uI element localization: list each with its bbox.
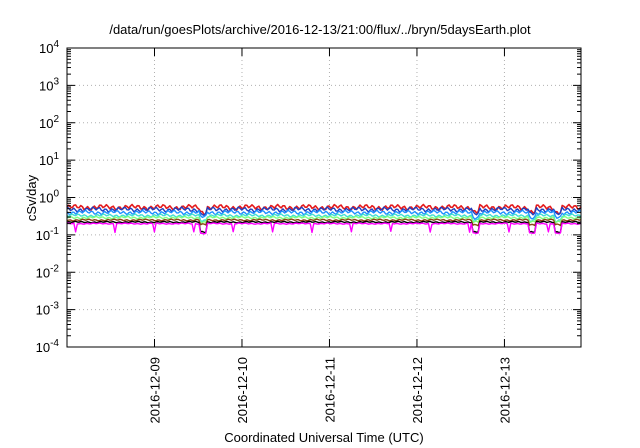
data-series-line <box>66 206 582 217</box>
y-tick-exponent: 1 <box>53 151 59 162</box>
y-tick-label: 10-3 <box>36 301 60 318</box>
y-tick-base: 10 <box>39 78 53 93</box>
y-tick-label: 103 <box>39 76 59 93</box>
x-tick-label: 2016-12-09 <box>147 357 162 424</box>
y-tick-label: 104 <box>39 39 59 56</box>
y-tick-base: 10 <box>36 228 50 243</box>
y-tick-base: 10 <box>36 303 50 318</box>
y-tick-base: 10 <box>39 41 53 56</box>
y-tick-base: 10 <box>39 116 53 131</box>
x-tick-label: 2016-12-10 <box>235 357 250 424</box>
y-tick-label: 10-1 <box>36 226 60 243</box>
y-tick-base: 10 <box>39 191 53 206</box>
chart-title: /data/run/goesPlots/archive/2016-12-13/2… <box>109 22 531 37</box>
y-tick-exponent: -2 <box>50 263 59 274</box>
data-series-line <box>66 209 582 221</box>
x-tick-label: 2016-12-11 <box>322 357 337 423</box>
x-tick-label: 2016-12-12 <box>410 357 425 424</box>
y-tick-base: 10 <box>36 340 50 355</box>
y-tick-base: 10 <box>36 265 50 280</box>
y-tick-exponent: 3 <box>53 76 59 87</box>
y-tick-base: 10 <box>39 153 53 168</box>
y-tick-exponent: 4 <box>53 39 59 50</box>
y-tick-exponent: -1 <box>50 226 59 237</box>
y-tick-exponent: -4 <box>50 338 59 349</box>
grid-lines <box>67 48 581 347</box>
data-series-line <box>66 220 582 234</box>
y-tick-label: 101 <box>39 151 59 168</box>
data-series-line <box>67 222 582 235</box>
data-series-line <box>66 218 582 227</box>
y-tick-label: 10-4 <box>36 338 60 355</box>
y-tick-exponent: 0 <box>53 189 59 200</box>
y-tick-exponent: -3 <box>50 301 59 312</box>
data-series-line <box>66 215 582 225</box>
y-tick-label: 100 <box>39 189 59 206</box>
y-tick-label: 102 <box>39 114 59 131</box>
y-axis-label: cSv/day <box>24 174 39 221</box>
x-axis-label: Coordinated Universal Time (UTC) <box>224 430 424 445</box>
x-tick-label: 2016-12-13 <box>497 357 512 424</box>
y-tick-label: 10-2 <box>36 263 60 280</box>
y-tick-exponent: 2 <box>53 114 59 125</box>
